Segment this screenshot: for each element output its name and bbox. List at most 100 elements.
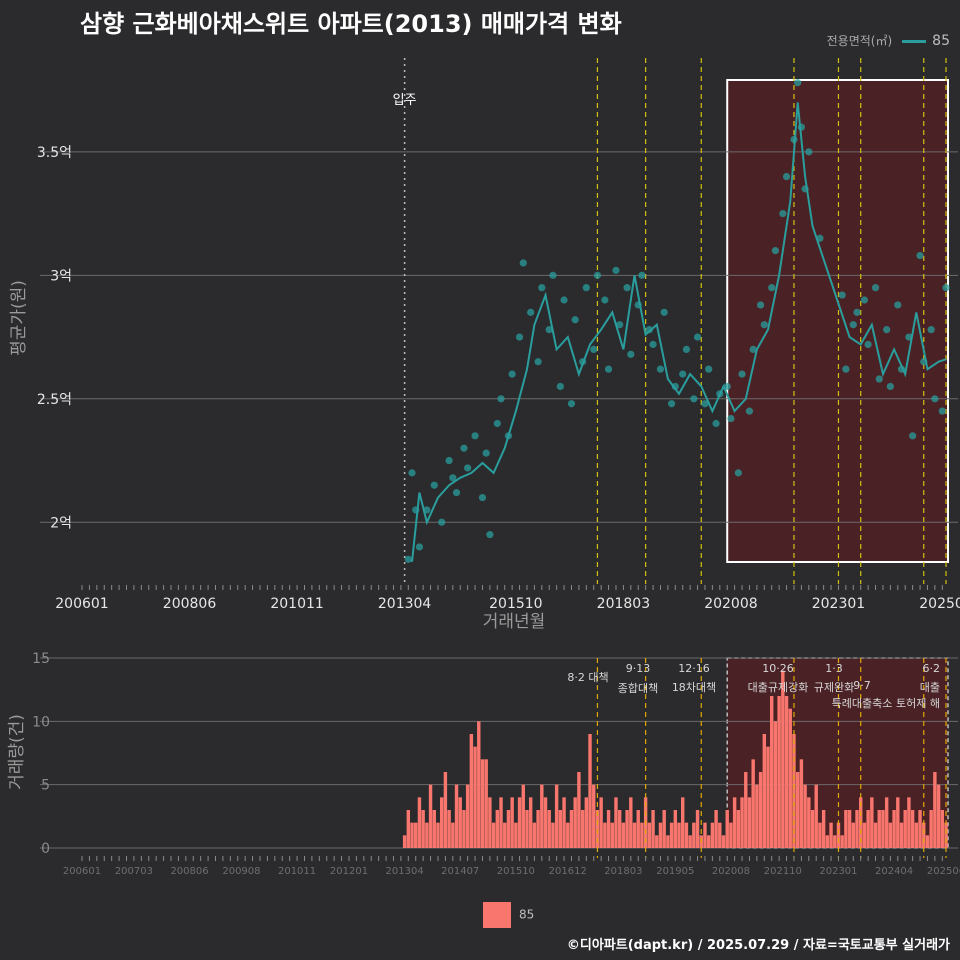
volume-bar-37 <box>540 784 544 848</box>
volume-bar-34 <box>528 797 533 848</box>
volume-bar-30 <box>514 822 518 848</box>
volume-bar-77 <box>688 835 692 848</box>
data-point-52 <box>693 333 702 341</box>
volume-bar-35 <box>532 822 537 848</box>
volume-bar-70 <box>662 810 666 848</box>
bar-y-tick-label-2: 10 <box>32 714 50 730</box>
volume-bar-78 <box>692 822 696 848</box>
volume-bar-109 <box>807 797 811 848</box>
x-tick-label-7: 202301 <box>812 596 865 612</box>
x-axis-label: 거래년월 <box>483 612 546 632</box>
bar-x-tick-label-13: 202110 <box>764 866 802 877</box>
data-point-26 <box>549 271 557 279</box>
volume-bar-138 <box>914 822 919 848</box>
volume-bar-98 <box>766 746 770 848</box>
data-point-64 <box>760 321 768 329</box>
volume-bar-44 <box>566 822 570 848</box>
bar-x-tick-label-5: 201201 <box>330 866 368 877</box>
volume-bar-114 <box>825 835 830 848</box>
policy-label-5-1: 특례대출축소 <box>832 697 893 710</box>
volume-bar-26 <box>499 797 503 848</box>
data-point-92 <box>931 395 939 403</box>
data-point-7 <box>445 456 453 465</box>
volume-bar-142 <box>929 810 933 848</box>
data-point-23 <box>534 358 542 366</box>
volume-bar-84 <box>714 810 718 848</box>
data-point-81 <box>871 284 880 292</box>
volume-bar-62 <box>632 822 637 848</box>
volume-bar-120 <box>847 810 852 848</box>
data-point-66 <box>771 247 780 255</box>
volume-bar-23 <box>488 797 492 848</box>
bar-x-tick-label-11: 201905 <box>656 866 694 877</box>
y-axis-label: 평균가(원) <box>9 280 29 356</box>
volume-bar-4 <box>417 797 422 848</box>
bar-x-tick-label-6: 201304 <box>386 866 424 877</box>
volume-bar-60 <box>625 810 629 848</box>
policy-label-2-1: 18차대책 <box>672 681 716 694</box>
bar-x-tick-label-4: 201011 <box>278 866 316 877</box>
data-point-46 <box>660 308 668 316</box>
data-point-25 <box>545 326 553 334</box>
data-point-38 <box>616 321 624 329</box>
legend-title: 전용면적(㎡) <box>826 34 893 48</box>
data-point-63 <box>756 301 765 309</box>
y-tick-label-2: 3억 <box>50 268 72 284</box>
volume-bar-53 <box>599 797 603 848</box>
volume-bar-139 <box>918 810 922 848</box>
y-tick-label-0: 2억 <box>50 515 72 531</box>
volume-bar-6 <box>425 822 429 848</box>
data-point-14 <box>482 449 490 457</box>
data-point-27 <box>556 382 564 391</box>
x-tick-label-0: 200601 <box>55 596 108 612</box>
volume-bar-81 <box>703 822 707 848</box>
volume-bar-95 <box>755 784 759 848</box>
volume-bar-1 <box>406 810 411 848</box>
volume-bar-108 <box>803 784 807 848</box>
volume-bar-25 <box>495 810 500 848</box>
volume-bar-3 <box>414 822 418 848</box>
data-point-42 <box>638 271 646 279</box>
data-point-76 <box>842 365 850 373</box>
bar-x-tick-label-3: 200908 <box>222 866 260 877</box>
legend-bottom-label: 85 <box>519 907 535 922</box>
data-point-36 <box>604 365 613 373</box>
volume-bar-51 <box>592 784 596 848</box>
volume-bar-46 <box>573 797 577 848</box>
volume-bar-116 <box>833 835 837 848</box>
volume-bar-14 <box>454 784 459 848</box>
volume-bar-56 <box>610 822 614 848</box>
highlight-box-top <box>726 79 949 563</box>
volume-bar-100 <box>773 721 778 848</box>
data-point-78 <box>853 308 861 316</box>
data-point-45 <box>656 365 665 373</box>
volume-bar-13 <box>451 822 455 848</box>
price-line <box>411 102 947 562</box>
volume-bar-45 <box>569 810 574 848</box>
volume-bar-102 <box>781 670 785 848</box>
data-point-91 <box>927 326 935 334</box>
volume-bar-90 <box>736 810 741 848</box>
volume-bar-124 <box>862 822 867 848</box>
volume-bar-69 <box>658 822 663 848</box>
volume-bar-85 <box>718 822 722 848</box>
data-point-19 <box>508 370 516 378</box>
data-point-15 <box>486 531 494 539</box>
volume-bar-11 <box>443 772 448 848</box>
volume-bar-29 <box>510 797 514 848</box>
data-point-11 <box>464 464 472 472</box>
data-point-67 <box>779 209 787 218</box>
volume-bar-58 <box>617 810 622 848</box>
data-point-6 <box>438 518 446 526</box>
volume-bar-75 <box>681 797 685 848</box>
bar-x-tick-label-14: 202301 <box>819 866 857 877</box>
data-point-48 <box>671 382 679 391</box>
data-point-75 <box>838 291 846 299</box>
volume-bar-91 <box>740 797 744 848</box>
volume-bar-73 <box>673 810 678 848</box>
data-point-13 <box>478 493 487 502</box>
data-point-80 <box>864 340 872 349</box>
x-tick-label-3: 201304 <box>378 596 432 612</box>
policy-label-0-0: 8·2 대책 <box>567 671 608 684</box>
